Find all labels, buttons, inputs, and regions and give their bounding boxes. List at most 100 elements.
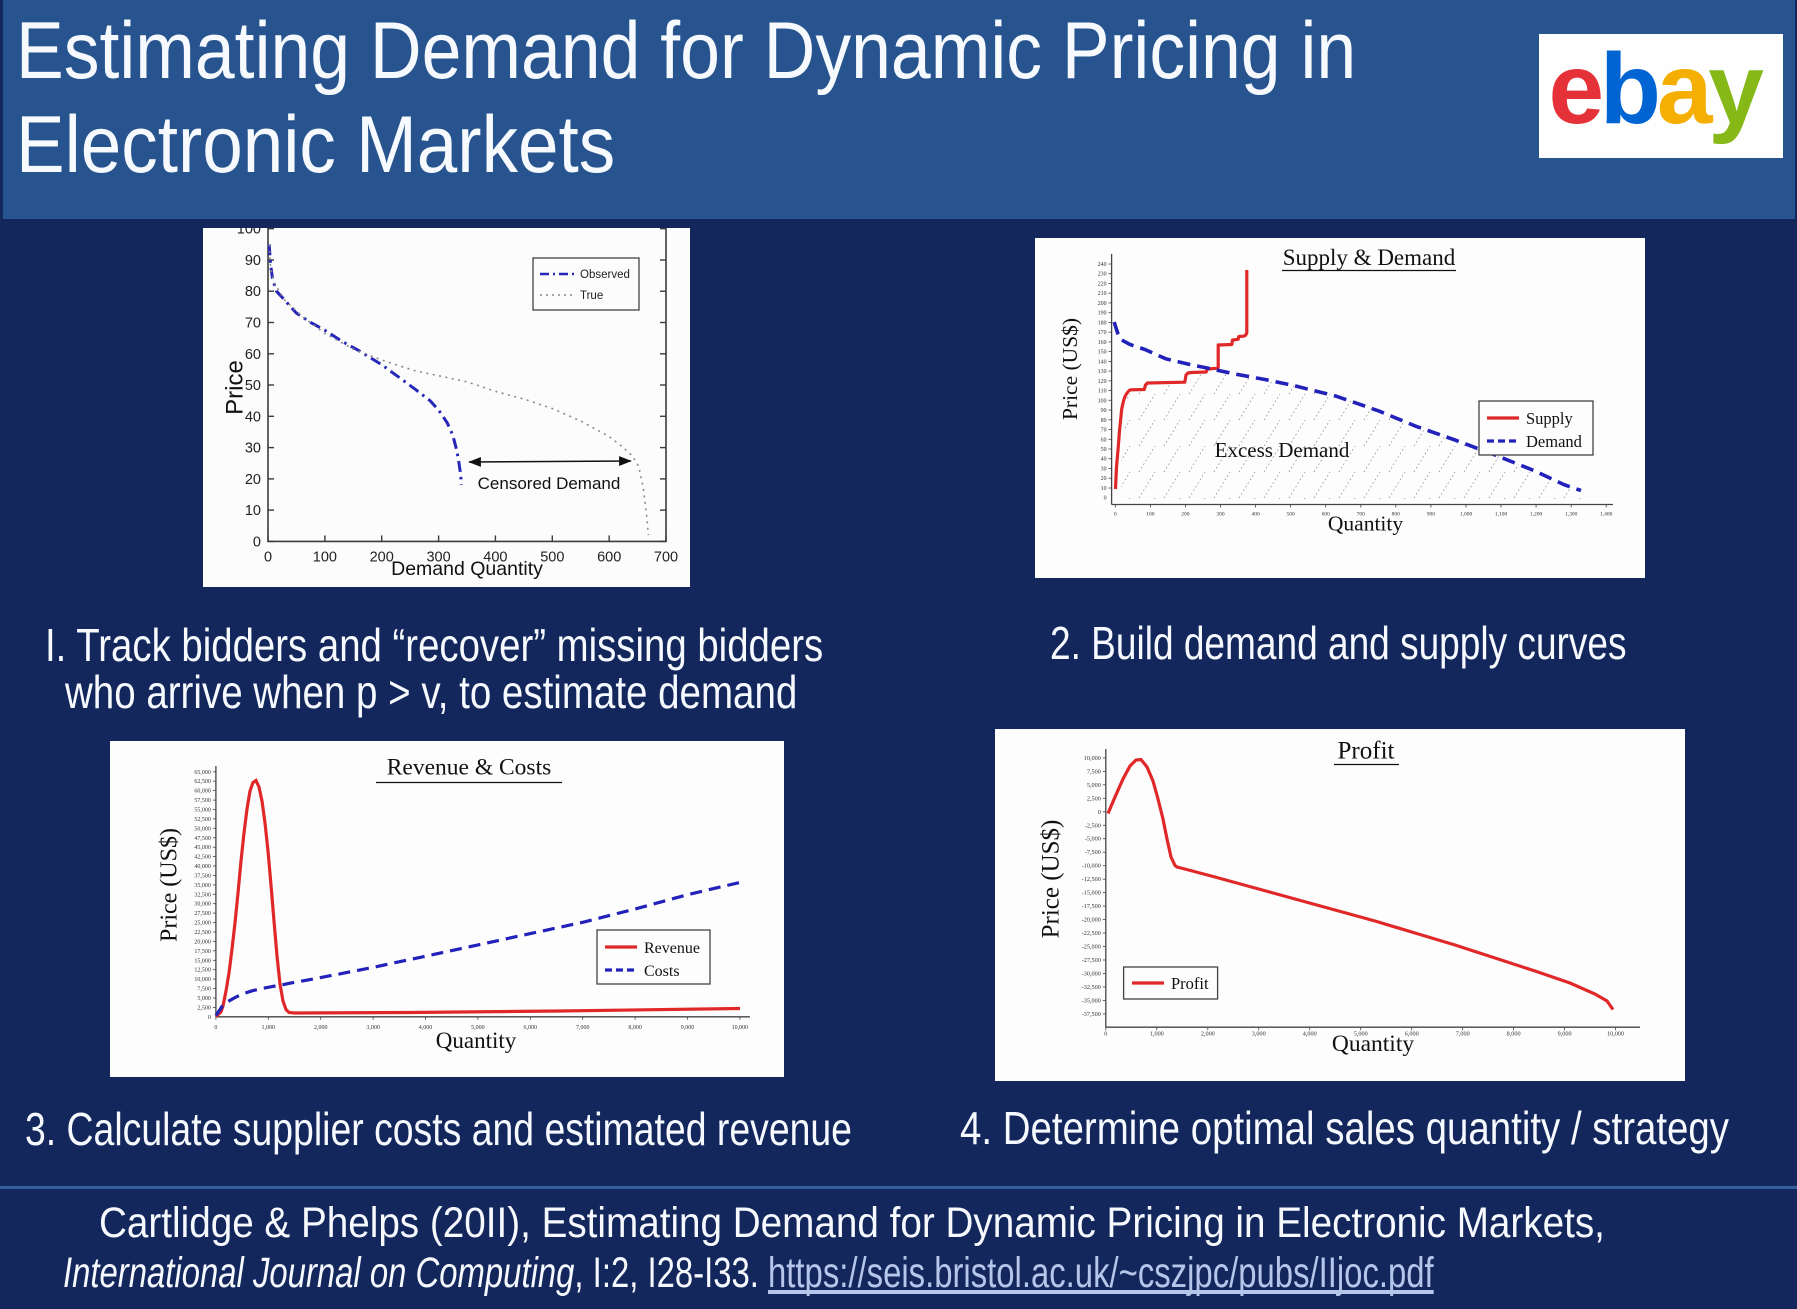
svg-text:130: 130 (1098, 369, 1107, 375)
svg-text:Supply & Demand: Supply & Demand (1283, 245, 1456, 270)
svg-text:40: 40 (1101, 457, 1107, 463)
svg-text:True: True (580, 290, 603, 302)
svg-text:2,500: 2,500 (1087, 795, 1101, 802)
svg-text:20: 20 (1101, 476, 1107, 482)
svg-text:10,000: 10,000 (1607, 1031, 1624, 1038)
svg-text:1,200: 1,200 (1530, 512, 1543, 518)
svg-text:230: 230 (1098, 272, 1107, 278)
svg-text:50,000: 50,000 (194, 826, 211, 832)
svg-text:10: 10 (1101, 486, 1107, 492)
svg-text:65,000: 65,000 (194, 770, 211, 776)
svg-text:8,000: 8,000 (1507, 1031, 1521, 1038)
svg-text:Excess Demand: Excess Demand (1215, 438, 1350, 462)
svg-text:7,000: 7,000 (576, 1025, 590, 1031)
svg-text:0: 0 (1104, 1031, 1107, 1038)
svg-text:100: 100 (1098, 398, 1107, 404)
svg-text:180: 180 (1098, 320, 1107, 326)
svg-text:1,000: 1,000 (1150, 1031, 1164, 1038)
svg-text:0: 0 (1104, 496, 1107, 502)
svg-text:-7,500: -7,500 (1085, 849, 1101, 856)
svg-text:60: 60 (1101, 437, 1107, 443)
svg-text:400: 400 (483, 549, 507, 565)
svg-text:1,400: 1,400 (1600, 512, 1613, 518)
svg-text:200: 200 (1098, 301, 1107, 307)
svg-text:7,500: 7,500 (1087, 768, 1101, 775)
svg-text:Revenue: Revenue (644, 940, 700, 957)
svg-text:4,000: 4,000 (1303, 1031, 1317, 1038)
svg-text:900: 900 (1427, 512, 1436, 518)
svg-text:Demand Quantity: Demand Quantity (391, 558, 543, 580)
svg-text:2,500: 2,500 (197, 1005, 211, 1011)
svg-text:0: 0 (264, 549, 272, 565)
svg-text:0: 0 (214, 1025, 217, 1031)
svg-text:Price: Price (222, 360, 249, 415)
svg-text:35,000: 35,000 (194, 883, 211, 889)
svg-text:57,500: 57,500 (194, 798, 211, 804)
svg-text:1,000: 1,000 (262, 1025, 276, 1031)
svg-text:-32,500: -32,500 (1082, 984, 1101, 991)
svg-text:25,000: 25,000 (194, 921, 211, 927)
svg-text:15,000: 15,000 (194, 958, 211, 964)
svg-text:10,000: 10,000 (732, 1025, 749, 1031)
svg-text:70: 70 (1101, 428, 1107, 434)
svg-text:Profit: Profit (1338, 738, 1395, 765)
svg-text:-5,000: -5,000 (1085, 836, 1101, 843)
svg-text:9,000: 9,000 (1558, 1031, 1572, 1038)
svg-text:-17,500: -17,500 (1082, 903, 1101, 910)
svg-text:5,000: 5,000 (1354, 1031, 1368, 1038)
svg-text:0: 0 (208, 1015, 211, 1021)
svg-text:8,000: 8,000 (628, 1025, 642, 1031)
svg-text:500: 500 (1286, 512, 1295, 518)
svg-text:Price (US$): Price (US$) (1038, 820, 1065, 939)
svg-text:Price (US$): Price (US$) (1058, 318, 1082, 420)
svg-text:700: 700 (654, 549, 678, 565)
svg-text:80: 80 (1101, 418, 1107, 424)
svg-text:100: 100 (313, 549, 337, 565)
svg-text:-22,500: -22,500 (1082, 930, 1101, 937)
svg-text:Censored Demand: Censored Demand (478, 474, 621, 493)
svg-text:-2,500: -2,500 (1085, 822, 1101, 829)
svg-text:10: 10 (245, 503, 261, 519)
svg-text:1,000: 1,000 (1460, 512, 1473, 518)
svg-text:400: 400 (1251, 512, 1260, 518)
svg-text:190: 190 (1098, 311, 1107, 317)
svg-text:700: 700 (1357, 512, 1366, 518)
svg-text:-25,000: -25,000 (1082, 944, 1101, 951)
svg-text:Supply: Supply (1526, 409, 1574, 428)
svg-text:60: 60 (245, 347, 261, 363)
svg-text:22,500: 22,500 (194, 930, 211, 936)
svg-text:37,500: 37,500 (194, 874, 211, 880)
svg-text:120: 120 (1098, 379, 1107, 385)
svg-text:200: 200 (370, 549, 394, 565)
svg-text:6,000: 6,000 (1405, 1031, 1419, 1038)
svg-text:2,000: 2,000 (314, 1025, 328, 1031)
svg-text:-35,000: -35,000 (1082, 997, 1101, 1004)
svg-text:3,000: 3,000 (366, 1025, 380, 1031)
svg-text:220: 220 (1098, 282, 1107, 288)
svg-text:80: 80 (245, 284, 261, 300)
svg-text:170: 170 (1098, 330, 1107, 336)
svg-text:6,000: 6,000 (524, 1025, 538, 1031)
svg-text:210: 210 (1098, 291, 1107, 297)
svg-text:30,000: 30,000 (194, 902, 211, 908)
svg-text:50: 50 (245, 378, 261, 394)
svg-text:40: 40 (245, 409, 261, 425)
svg-text:140: 140 (1098, 359, 1107, 365)
svg-text:110: 110 (1098, 389, 1107, 395)
svg-text:62,500: 62,500 (194, 779, 211, 785)
svg-text:20: 20 (245, 472, 261, 488)
svg-text:7,000: 7,000 (1456, 1031, 1470, 1038)
svg-text:52,500: 52,500 (194, 817, 211, 823)
svg-text:300: 300 (426, 549, 450, 565)
svg-text:5,000: 5,000 (1087, 782, 1101, 789)
svg-text:27,500: 27,500 (194, 911, 211, 917)
svg-text:55,000: 55,000 (194, 808, 211, 814)
svg-text:Observed: Observed (580, 269, 630, 281)
svg-text:-27,500: -27,500 (1082, 957, 1101, 964)
svg-text:-20,000: -20,000 (1082, 917, 1101, 924)
svg-text:-10,000: -10,000 (1082, 863, 1101, 870)
svg-text:7,500: 7,500 (197, 987, 211, 993)
svg-text:200: 200 (1181, 512, 1190, 518)
svg-text:Costs: Costs (644, 963, 680, 980)
svg-text:1,300: 1,300 (1565, 512, 1578, 518)
